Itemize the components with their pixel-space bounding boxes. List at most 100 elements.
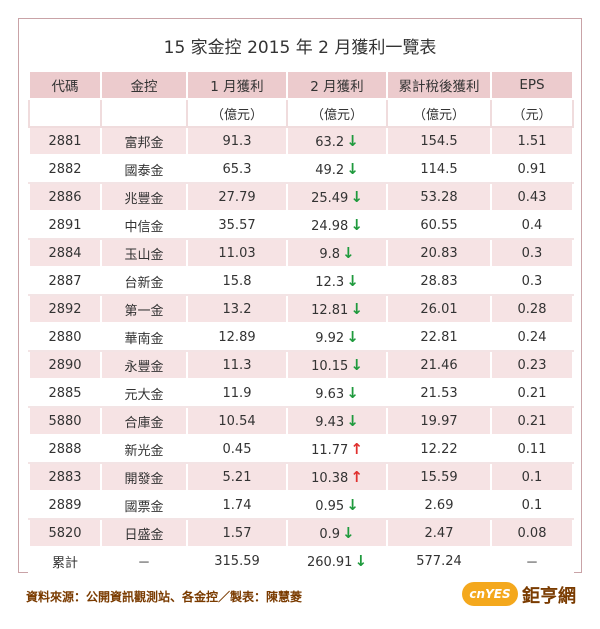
table-row: 2883 開發金 5.21 10.38 ↑ 15.59 0.1 [28,462,574,492]
up-arrow-icon: ↑ [350,468,363,486]
down-arrow-icon: ↓ [346,496,359,514]
name-cell: 開發金 [100,462,188,492]
eps-cell: 0.4 [490,210,574,240]
code-cell: 2892 [28,294,102,324]
feb-cell: 9.8 ↓ [286,238,388,268]
down-arrow-icon: ↓ [346,272,359,290]
cum-cell: 2.47 [386,518,492,548]
down-arrow-icon: ↓ [350,356,363,374]
down-arrow-icon: ↓ [346,412,359,430]
jan-cell: 315.59 [186,546,288,576]
jan-cell: 27.79 [186,182,288,212]
feb-cell: 0.95 ↓ [286,490,388,520]
name-cell: 國票金 [100,490,188,520]
feb-cell: 11.77 ↑ [286,434,388,464]
feb-cell: 9.43 ↓ [286,406,388,436]
unit-cell: （億元） [286,98,388,128]
down-arrow-icon: ↓ [354,552,368,570]
table-row: 2881 富邦金 91.3 63.2 ↓ 154.5 1.51 [28,126,574,156]
table-row: 2884 玉山金 11.03 9.8 ↓ 20.83 0.3 [28,238,574,268]
eps-cell: 0.91 [490,154,574,184]
feb-cell: 25.49 ↓ [286,182,388,212]
feb-value: 12.81 [311,303,349,318]
code-cell: 2884 [28,238,102,268]
eps-cell: 0.3 [490,266,574,296]
eps-cell: 0.23 [490,350,574,380]
name-cell: 國泰金 [100,154,188,184]
header-eps: EPS [490,70,574,100]
cum-cell: 15.59 [386,462,492,492]
jan-cell: 0.45 [186,434,288,464]
jan-cell: 11.9 [186,378,288,408]
feb-cell: 9.92 ↓ [286,322,388,352]
table-row: 5880 合庫金 10.54 9.43 ↓ 19.97 0.21 [28,406,574,436]
cnyes-logo: cnYES 鉅亨網 [462,578,592,614]
feb-value: 0.9 [319,527,341,542]
down-arrow-icon: ↓ [350,300,363,318]
cum-cell: 12.22 [386,434,492,464]
eps-cell: 0.21 [490,406,574,436]
name-cell: 永豐金 [100,350,188,380]
code-cell: 2883 [28,462,102,492]
unit-row: （億元） （億元） （億元） （元） [28,98,574,128]
jan-cell: 1.57 [186,518,288,548]
unit-cell: （元） [490,98,574,128]
cum-cell: 26.01 [386,294,492,324]
jan-cell: 11.03 [186,238,288,268]
name-cell: 日盛金 [100,518,188,548]
eps-cell: 0.1 [490,462,574,492]
cum-cell: 21.53 [386,378,492,408]
cum-cell: 114.5 [386,154,492,184]
feb-cell: 9.63 ↓ [286,378,388,408]
table-row: 2889 國票金 1.74 0.95 ↓ 2.69 0.1 [28,490,574,520]
down-arrow-icon: ↓ [350,216,363,234]
code-cell: 2890 [28,350,102,380]
feb-value: 0.95 [315,499,345,514]
feb-cell: 12.81 ↓ [286,294,388,324]
jan-cell: 35.57 [186,210,288,240]
page-title: 15 家金控 2015 年 2 月獲利一覽表 [163,38,437,58]
table-row: 2892 第一金 13.2 12.81 ↓ 26.01 0.28 [28,294,574,324]
feb-value: 25.49 [311,191,349,206]
down-arrow-icon: ↓ [342,244,355,262]
header-feb: 2 月獲利 [286,70,388,100]
name-cell: 第一金 [100,294,188,324]
eps-cell: 0.3 [490,238,574,268]
feb-cell: 49.2 ↓ [286,154,388,184]
eps-cell: － [490,546,574,576]
jan-cell: 91.3 [186,126,288,156]
feb-cell: 260.91 ↓ [286,546,388,576]
name-cell: 台新金 [100,266,188,296]
name-cell: － [100,546,188,576]
eps-cell: 1.51 [490,126,574,156]
code-cell: 2887 [28,266,102,296]
name-cell: 新光金 [100,434,188,464]
name-cell: 中信金 [100,210,188,240]
feb-value: 49.2 [315,163,345,178]
header-name: 金控 [100,70,188,100]
cum-cell: 60.55 [386,210,492,240]
table-row: 5820 日盛金 1.57 0.9 ↓ 2.47 0.08 [28,518,574,548]
name-cell: 富邦金 [100,126,188,156]
cum-cell: 22.81 [386,322,492,352]
feb-cell: 0.9 ↓ [286,518,388,548]
eps-cell: 0.1 [490,490,574,520]
unit-cell: （億元） [386,98,492,128]
down-arrow-icon: ↓ [346,132,359,150]
feb-value: 10.15 [311,359,349,374]
feb-value: 260.91 [306,555,353,570]
feb-value: 63.2 [315,135,345,150]
feb-value: 24.98 [311,219,349,234]
feb-value: 9.8 [319,247,341,262]
table-row: 2890 永豐金 11.3 10.15 ↓ 21.46 0.23 [28,350,574,380]
code-cell: 2885 [28,378,102,408]
eps-cell: 0.21 [490,378,574,408]
header-cum: 累計稅後獲利 [386,70,492,100]
jan-cell: 11.3 [186,350,288,380]
source-note: 資料來源：公開資訊觀測站、各金控／製表：陳慧菱 [26,590,303,604]
code-cell: 5820 [28,518,102,548]
code-cell: 2888 [28,434,102,464]
jan-cell: 13.2 [186,294,288,324]
eps-cell: 0.43 [490,182,574,212]
cum-cell: 20.83 [386,238,492,268]
